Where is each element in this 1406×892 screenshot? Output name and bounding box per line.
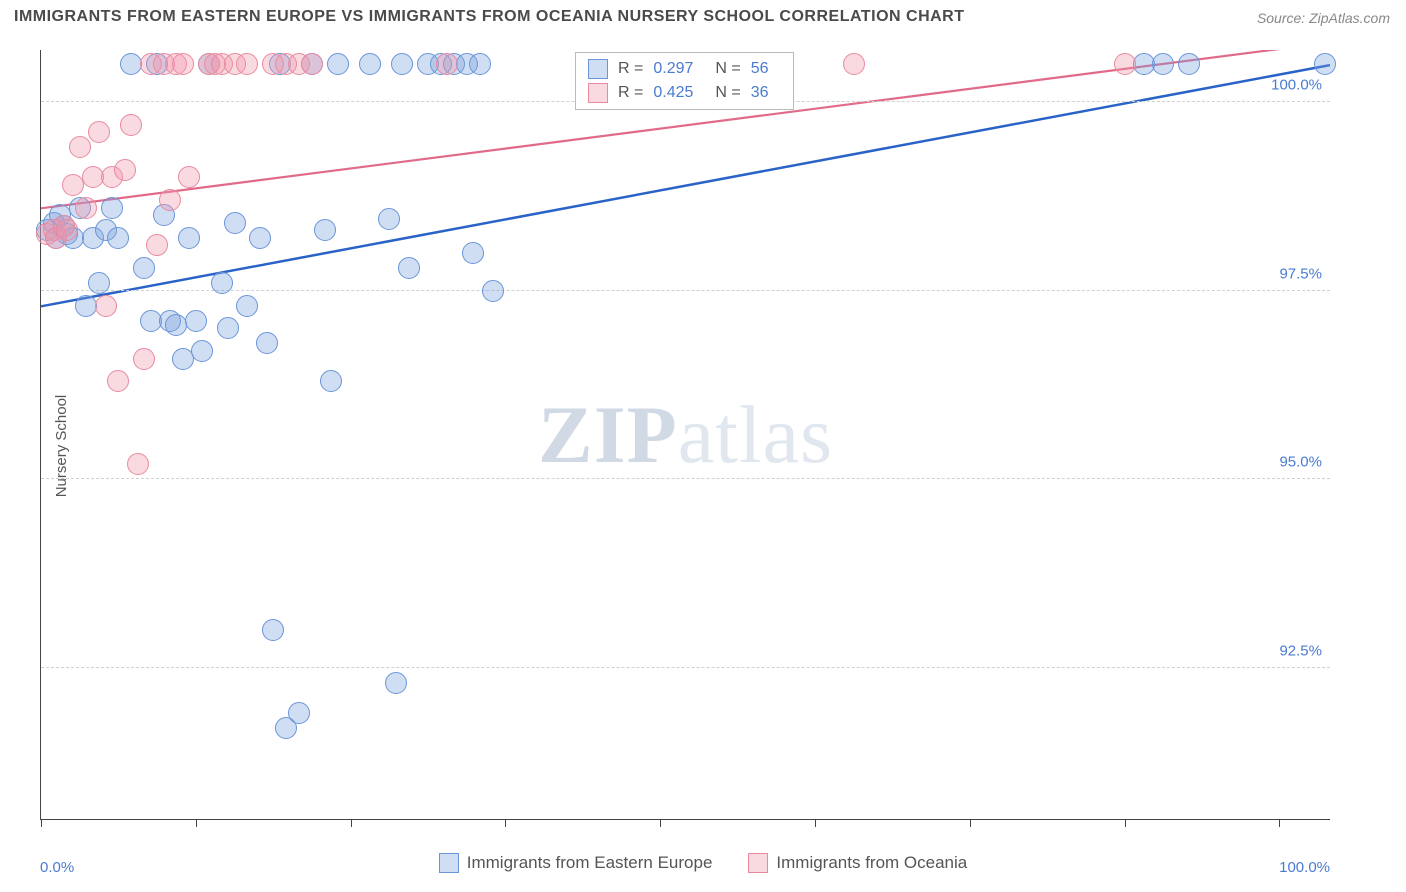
gridline xyxy=(41,290,1330,291)
data-point xyxy=(398,257,420,279)
watermark: ZIPatlas xyxy=(538,388,833,482)
gridline xyxy=(41,667,1330,668)
data-point xyxy=(88,121,110,143)
data-point xyxy=(482,280,504,302)
x-tick xyxy=(196,819,197,827)
data-point xyxy=(236,295,258,317)
r-label: R = xyxy=(618,60,643,78)
data-point xyxy=(95,295,117,317)
data-point xyxy=(172,53,194,75)
legend-item: Immigrants from Eastern Europe xyxy=(439,853,713,873)
data-point xyxy=(843,53,865,75)
data-point xyxy=(75,197,97,219)
data-point xyxy=(256,332,278,354)
data-point xyxy=(159,189,181,211)
x-tick xyxy=(351,819,352,827)
data-point xyxy=(114,159,136,181)
data-point xyxy=(107,370,129,392)
data-point xyxy=(56,219,78,241)
data-point xyxy=(178,227,200,249)
legend-item: Immigrants from Oceania xyxy=(748,853,967,873)
data-point xyxy=(185,310,207,332)
data-point xyxy=(436,53,458,75)
data-point xyxy=(217,317,239,339)
n-label: N = xyxy=(715,84,740,102)
data-point xyxy=(211,272,233,294)
legend-label: Immigrants from Eastern Europe xyxy=(467,853,713,873)
data-point xyxy=(249,227,271,249)
data-point xyxy=(236,53,258,75)
n-value: 56 xyxy=(751,60,769,78)
n-value: 36 xyxy=(751,84,769,102)
source-attribution: Source: ZipAtlas.com xyxy=(1257,10,1390,26)
r-value: 0.297 xyxy=(653,60,693,78)
data-point xyxy=(385,672,407,694)
data-point xyxy=(320,370,342,392)
data-point xyxy=(359,53,381,75)
chart-title: IMMIGRANTS FROM EASTERN EUROPE VS IMMIGR… xyxy=(14,8,965,26)
x-tick xyxy=(970,819,971,827)
y-tick-label: 95.0% xyxy=(1279,454,1322,471)
plot-area: ZIPatlas 100.0% 97.5% 95.0% 92.5% xyxy=(40,50,1330,820)
r-value: 0.425 xyxy=(653,84,693,102)
data-point xyxy=(1314,53,1336,75)
data-point xyxy=(378,208,400,230)
legend-label: Immigrants from Oceania xyxy=(776,853,967,873)
x-tick xyxy=(815,819,816,827)
data-point xyxy=(1178,53,1200,75)
data-point xyxy=(1152,53,1174,75)
y-tick-label: 92.5% xyxy=(1279,643,1322,660)
data-point xyxy=(133,348,155,370)
x-tick xyxy=(1279,819,1280,827)
watermark-bold: ZIP xyxy=(538,389,678,480)
data-point xyxy=(391,53,413,75)
data-point xyxy=(127,453,149,475)
stats-row: R = 0.425 N = 36 xyxy=(576,81,793,105)
x-tick xyxy=(660,819,661,827)
trendlines-svg xyxy=(41,50,1330,819)
data-point xyxy=(1114,53,1136,75)
data-point xyxy=(301,53,323,75)
data-point xyxy=(462,242,484,264)
y-tick-label: 100.0% xyxy=(1271,76,1322,93)
data-point xyxy=(165,314,187,336)
data-point xyxy=(107,227,129,249)
x-tick xyxy=(41,819,42,827)
legend-swatch xyxy=(588,59,608,79)
data-point xyxy=(469,53,491,75)
stats-legend-box: R = 0.297 N = 56 R = 0.425 N = 36 xyxy=(575,52,794,110)
legend-swatch xyxy=(588,83,608,103)
data-point xyxy=(146,234,168,256)
watermark-rest: atlas xyxy=(678,389,833,480)
legend-swatch xyxy=(748,853,768,873)
data-point xyxy=(262,619,284,641)
data-point xyxy=(314,219,336,241)
data-point xyxy=(101,197,123,219)
data-point xyxy=(69,136,91,158)
x-tick xyxy=(505,819,506,827)
data-point xyxy=(133,257,155,279)
data-point xyxy=(327,53,349,75)
data-point xyxy=(288,702,310,724)
x-tick xyxy=(1125,819,1126,827)
data-point xyxy=(178,166,200,188)
data-point xyxy=(191,340,213,362)
r-label: R = xyxy=(618,84,643,102)
n-label: N = xyxy=(715,60,740,78)
y-tick-label: 97.5% xyxy=(1279,265,1322,282)
data-point xyxy=(88,272,110,294)
data-point xyxy=(224,212,246,234)
legend-swatch xyxy=(439,853,459,873)
stats-row: R = 0.297 N = 56 xyxy=(576,57,793,81)
data-point xyxy=(120,114,142,136)
bottom-legend: Immigrants from Eastern Europe Immigrants… xyxy=(0,853,1406,878)
gridline xyxy=(41,478,1330,479)
